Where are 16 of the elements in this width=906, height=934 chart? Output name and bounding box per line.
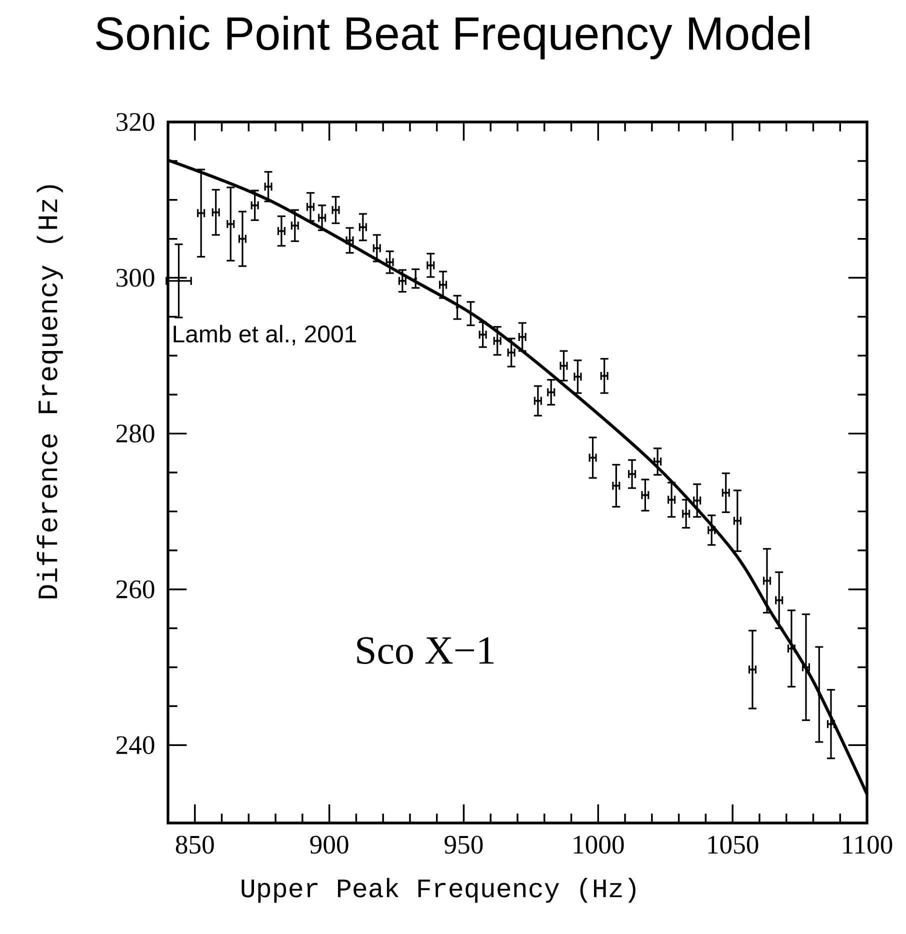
x-tick-label: 950 <box>444 836 483 854</box>
annotation: Lamb et al., 2001 <box>174 324 356 346</box>
y-tick-label: 260 <box>116 580 154 598</box>
x-tick-label: 850 <box>176 836 214 854</box>
y-tick-label: 240 <box>116 736 154 754</box>
y-axis-title: Difference Frequency (Hz) <box>36 185 63 598</box>
y-tick-label: 320 <box>116 113 154 131</box>
annotation: Sco X−1 <box>357 637 494 664</box>
x-axis-title: Upper Peak Frequency (Hz) <box>242 878 636 903</box>
y-tick-label: 280 <box>116 424 154 443</box>
x-tick-label: 1000 <box>574 836 624 854</box>
x-tick-label: 1100 <box>843 836 892 854</box>
y-tick-label: 300 <box>116 268 154 287</box>
x-tick-label: 1050 <box>708 836 758 854</box>
x-tick-label: 900 <box>310 836 348 854</box>
chart-title: Sonic Point Beat Frequency Model <box>96 16 810 60</box>
